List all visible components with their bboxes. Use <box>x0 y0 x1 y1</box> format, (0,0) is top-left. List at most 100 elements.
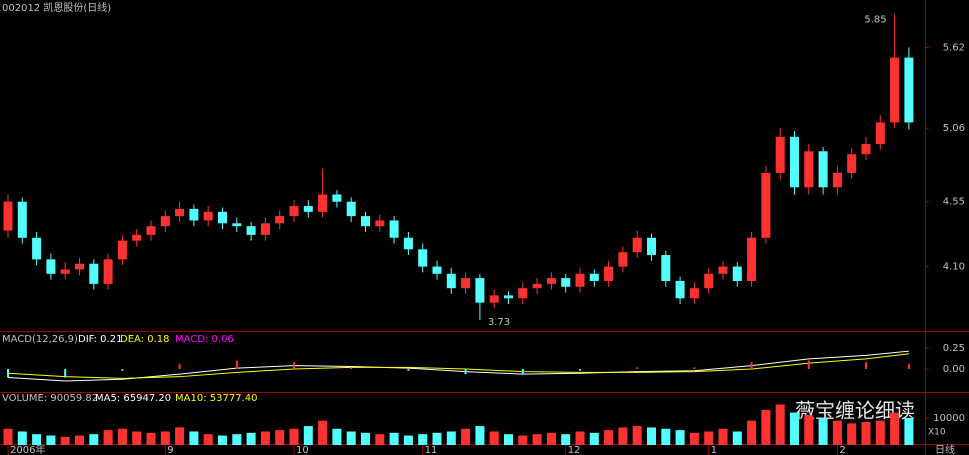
volume-bar <box>32 434 42 445</box>
volume-bar <box>461 428 471 445</box>
volume-bar <box>875 420 885 445</box>
candle-body <box>618 252 628 267</box>
candle-body <box>332 194 342 202</box>
candle-body <box>689 288 699 299</box>
candle-body <box>175 208 185 217</box>
period-label: 日线 <box>935 443 955 455</box>
candle-body <box>160 216 170 227</box>
candle-body <box>446 273 456 289</box>
candle-body <box>718 266 728 274</box>
legend-entry: DIF: 0.21 <box>78 334 122 345</box>
candle-body <box>232 223 242 227</box>
volume-bar <box>504 434 513 445</box>
x-tick-label: 2006年 <box>10 443 45 455</box>
volume-bar <box>375 434 385 445</box>
candle-body <box>318 194 328 212</box>
volume-bar <box>747 420 757 445</box>
candle-body <box>46 259 56 274</box>
volume-bar <box>175 427 185 445</box>
volume-bar <box>489 431 499 445</box>
volume-bar <box>203 434 213 445</box>
candle-body <box>17 201 27 238</box>
volume-bar <box>604 430 614 445</box>
candle-body <box>260 223 270 235</box>
candle-body <box>475 278 485 303</box>
candle-body <box>904 57 914 123</box>
volume-bar <box>332 428 342 445</box>
legend-entry: DEA: 0.18 <box>120 334 170 345</box>
candle-body <box>561 278 571 287</box>
candle-body <box>661 255 671 281</box>
volume-bar <box>761 409 771 445</box>
candle-body <box>546 278 556 284</box>
candle-body <box>361 216 370 227</box>
candle-body <box>60 269 70 274</box>
candle-body <box>303 206 313 212</box>
x-tick-label: 12 <box>568 445 581 455</box>
volume-bar <box>861 422 871 445</box>
candle-body <box>804 151 814 188</box>
candle-body <box>675 280 685 299</box>
volume-bar <box>675 430 685 445</box>
x-tick-label: 9 <box>167 445 173 455</box>
volume-bar <box>561 434 571 445</box>
candle-body <box>775 136 785 173</box>
legend-entry: MA5: 65947.20 <box>95 393 171 404</box>
candle-body <box>489 295 499 303</box>
volume-bar <box>475 426 485 445</box>
candle-body <box>389 220 399 238</box>
volume-bar <box>403 435 413 445</box>
volume-unit: X10 <box>928 428 946 438</box>
candle-body <box>289 206 299 217</box>
candle-body <box>89 263 99 284</box>
volume-bar <box>575 431 585 445</box>
volume-bar <box>289 428 299 445</box>
y-tick-label: 0.25 <box>943 343 965 354</box>
volume-bar <box>704 431 714 445</box>
candle-body <box>532 283 542 289</box>
volume-bar <box>718 428 728 445</box>
candle-body <box>418 249 428 267</box>
volume-bar <box>303 426 313 445</box>
candle-body <box>589 273 599 281</box>
volume-bar <box>804 415 814 445</box>
y-tick-label: 0.00 <box>943 364 965 375</box>
volume-bar <box>89 434 99 445</box>
volume-bar <box>75 435 84 445</box>
volume-bar <box>689 432 699 445</box>
volume-bar <box>832 420 842 445</box>
volume-bar <box>661 428 671 445</box>
y-tick-label: 10000 <box>933 413 965 424</box>
volume-bar <box>218 435 227 445</box>
volume-bar <box>518 435 528 445</box>
candle-body <box>761 172 771 238</box>
volume-bar <box>318 420 328 445</box>
chart-title: 002012 凯恩股份(日线) <box>2 1 111 14</box>
candle-body <box>832 172 842 188</box>
candle-body <box>518 288 528 299</box>
volume-bar <box>432 432 442 445</box>
volume-bar <box>532 434 542 445</box>
high-annotation: 5.85 <box>864 14 886 25</box>
candle-body <box>132 234 142 241</box>
volume-bar <box>160 431 170 445</box>
volume-bar <box>46 435 56 445</box>
x-tick-label: 11 <box>425 445 438 455</box>
candle-body <box>504 295 513 299</box>
candle-body <box>117 240 127 260</box>
candle-body <box>890 57 900 123</box>
candle-body <box>432 266 442 274</box>
volume-bar <box>775 404 785 445</box>
candle-body <box>647 237 656 256</box>
volume-bar <box>246 432 256 445</box>
y-tick-label: 5.06 <box>943 123 965 134</box>
candle-body <box>704 273 714 289</box>
volume-title: VOLUME: 90059.82 <box>2 393 98 404</box>
volume-bar <box>232 434 242 445</box>
y-tick-label: 4.55 <box>943 197 965 208</box>
volume-bar <box>146 432 156 445</box>
volume-bar <box>389 432 399 445</box>
candle-body <box>604 266 614 281</box>
volume-bar <box>847 423 857 445</box>
